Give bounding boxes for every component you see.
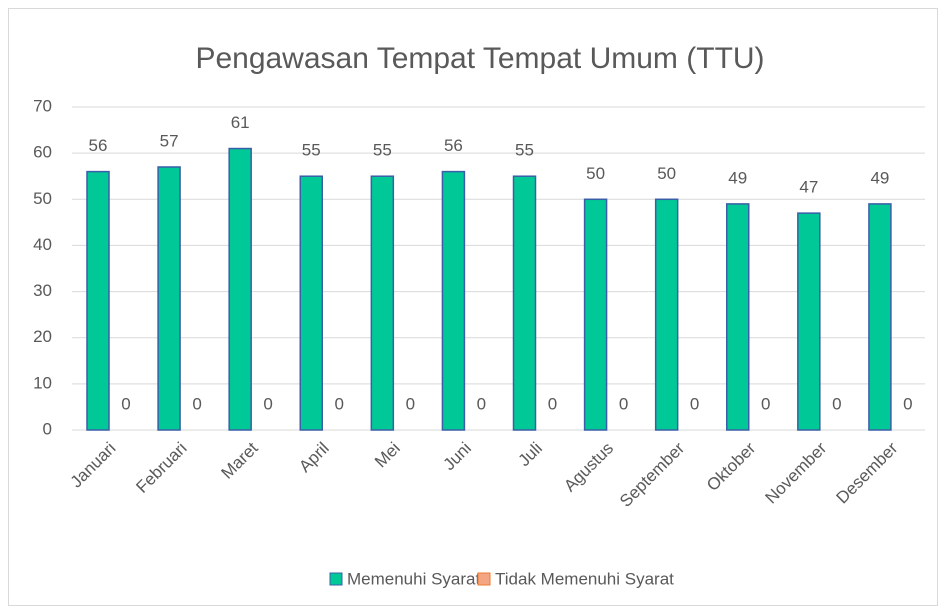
data-label: 49 (870, 168, 889, 187)
data-label: 49 (728, 168, 747, 187)
data-label: 57 (160, 131, 179, 150)
bar (512, 175, 537, 431)
data-label: 0 (761, 394, 770, 413)
data-label: 0 (548, 394, 557, 413)
bar (228, 147, 252, 431)
bar (726, 203, 750, 431)
data-label: 0 (263, 394, 272, 413)
data-label: 0 (832, 394, 841, 413)
y-tick-label: 50 (33, 189, 52, 208)
y-tick-label: 10 (33, 373, 52, 392)
y-tick-label: 30 (33, 281, 52, 300)
y-tick-label: 40 (33, 235, 52, 254)
y-tick-label: 0 (43, 419, 52, 438)
legend-label: Tidak Memenuhi Syarat (495, 569, 674, 588)
data-label: 50 (586, 164, 605, 183)
data-label: 55 (302, 141, 321, 160)
bar (583, 198, 608, 431)
bar (441, 170, 466, 431)
y-tick-label: 70 (33, 96, 52, 115)
data-label: 0 (690, 394, 699, 413)
data-label: 0 (192, 394, 201, 413)
data-label: 50 (657, 164, 676, 183)
y-tick-label: 20 (33, 327, 52, 346)
y-tick-label: 60 (33, 143, 52, 162)
data-label: 55 (515, 141, 534, 160)
bar (157, 166, 181, 431)
legend-swatch (329, 572, 343, 586)
legend-swatch (477, 572, 491, 586)
data-label: 47 (799, 178, 818, 197)
data-label: 0 (406, 394, 415, 413)
legend-label: Memenuhi Syarat (347, 569, 481, 588)
data-label: 0 (335, 394, 344, 413)
bar (370, 175, 395, 431)
bar (654, 198, 679, 431)
data-label: 0 (477, 394, 486, 413)
data-label: 0 (903, 394, 912, 413)
data-label: 56 (89, 136, 108, 155)
chart-title: Pengawasan Tempat Tempat Umum (TTU) (195, 42, 764, 75)
data-label: 0 (121, 394, 130, 413)
bar (868, 203, 892, 431)
bar (299, 175, 323, 431)
bar (86, 170, 110, 431)
data-label: 56 (444, 136, 463, 155)
data-label: 61 (231, 113, 250, 132)
data-label: 55 (373, 141, 392, 160)
bar (797, 212, 821, 431)
data-label: 0 (619, 394, 628, 413)
